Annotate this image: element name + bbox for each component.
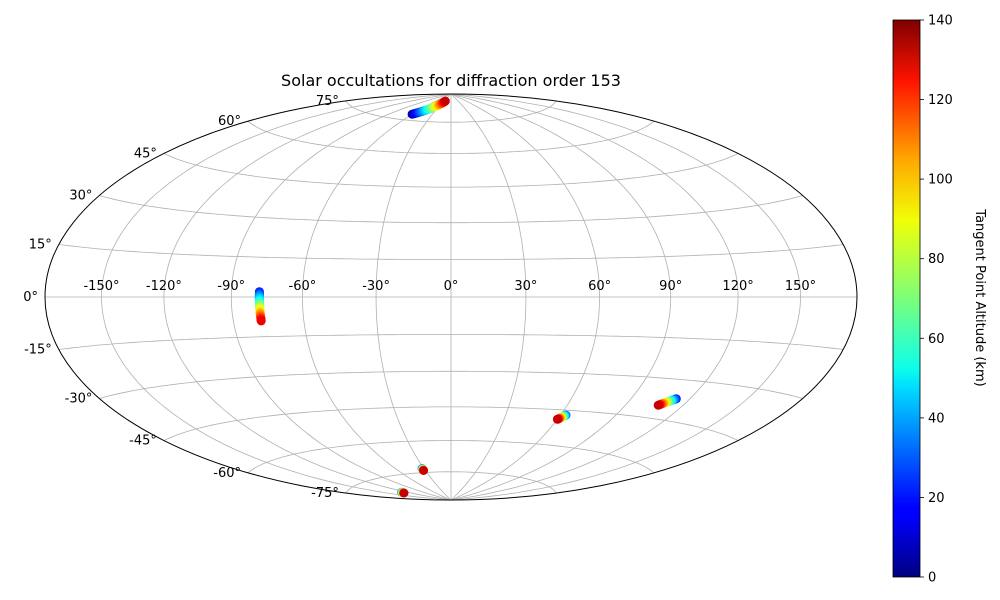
- longitude-tick-label: -90°: [217, 279, 245, 294]
- occultation-point: [256, 316, 266, 326]
- longitude-tick-label: 60°: [588, 279, 611, 294]
- parallel-line: [99, 195, 803, 224]
- colorbar-tick-label: 120: [928, 93, 953, 108]
- occultation-point: [399, 488, 409, 498]
- latitude-tick-labels: 75° 60° 45° 30° 15° 0° -15° -30° -45° -60° -75°: [23, 94, 339, 501]
- longitude-tick-label: -30°: [362, 279, 390, 294]
- longitude-tick-label: -150°: [83, 279, 119, 294]
- latitude-tick-label: -30°: [65, 392, 93, 407]
- graticule-grid: [45, 94, 857, 500]
- longitude-tick-label: 150°: [785, 279, 816, 294]
- parallel-line: [163, 153, 739, 188]
- latitude-tick-label: -60°: [213, 466, 241, 481]
- map-boundary: [44, 93, 858, 501]
- colorbar-tick-label: 60: [928, 332, 945, 347]
- longitude-tick-label: -60°: [289, 279, 317, 294]
- longitude-tick-label: 0°: [444, 279, 459, 294]
- longitude-tick-labels: -150° -120° -90° -60° -30° 0° 30° 60° 90° 120° 150…: [83, 279, 816, 294]
- colorbar-gradient: [892, 19, 921, 578]
- parallel-line: [247, 440, 655, 474]
- colorbar-tick-label: 100: [928, 173, 953, 188]
- parallel-line: [247, 120, 655, 154]
- chart-title: Solar occultations for diffraction order…: [281, 71, 621, 90]
- colorbar-ticks: 0 20 40 60 80 100 120 140: [920, 14, 953, 586]
- longitude-tick-label: -120°: [146, 279, 182, 294]
- latitude-tick-label: 45°: [134, 147, 157, 162]
- colorbar-label: Tangent Point Altitude (km): [972, 208, 987, 386]
- latitude-tick-label: 60°: [218, 114, 241, 129]
- latitude-tick-label: 0°: [23, 290, 38, 305]
- occultation-point: [419, 466, 429, 475]
- parallel-line: [163, 406, 739, 441]
- longitude-tick-label: 120°: [722, 279, 753, 294]
- longitude-tick-label: 30°: [514, 279, 537, 294]
- parallel-line: [58, 334, 844, 350]
- latitude-tick-label: 75°: [316, 94, 339, 109]
- latitude-tick-label: -75°: [311, 486, 339, 501]
- colorbar-tick-label: 80: [928, 252, 945, 267]
- colorbar: 0 20 40 60 80 100 120 140 Tangent Point Altitud…: [892, 14, 987, 586]
- parallel-line: [345, 471, 557, 494]
- latitude-tick-label: 30°: [69, 189, 92, 204]
- occultation-points: [254, 96, 681, 498]
- colorbar-tick-label: 40: [928, 411, 945, 426]
- latitude-tick-label: 15°: [29, 238, 52, 253]
- latitude-tick-label: -15°: [24, 343, 52, 358]
- parallel-line: [99, 370, 803, 399]
- latitude-tick-label: -45°: [129, 434, 157, 449]
- occultation-point: [440, 96, 450, 106]
- occultation-point: [552, 414, 562, 424]
- colorbar-tick-label: 20: [928, 491, 945, 506]
- parallel-line: [58, 244, 844, 260]
- occultation-point: [653, 400, 663, 410]
- parallel-line: [345, 100, 557, 123]
- colorbar-tick-label: 0: [928, 571, 936, 586]
- longitude-tick-label: 90°: [659, 279, 682, 294]
- colorbar-tick-label: 140: [928, 14, 953, 29]
